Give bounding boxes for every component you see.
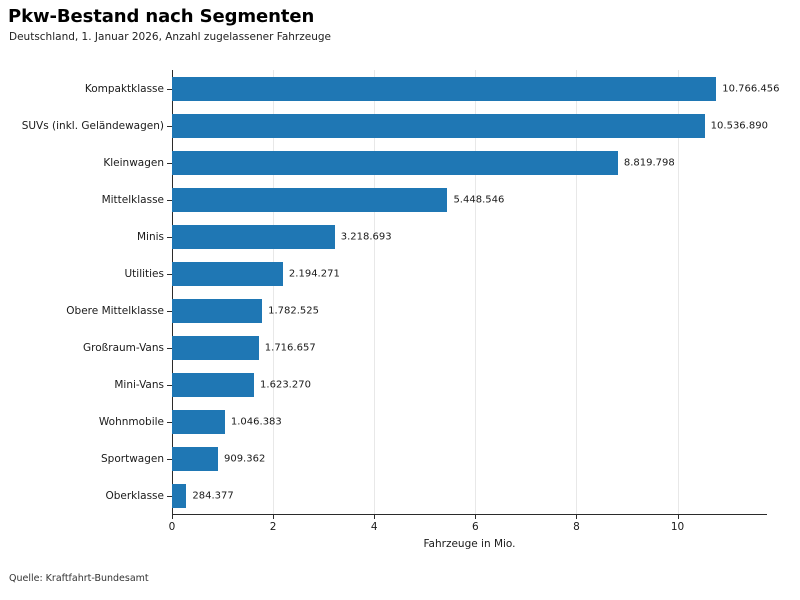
bar[interactable] <box>172 335 259 360</box>
y-tick-mark-8 <box>167 384 172 386</box>
y-tick-label-5: Utilities <box>124 267 164 280</box>
gridline-x-3 <box>475 70 477 514</box>
x-tick-mark-5 <box>677 515 679 519</box>
plot-area <box>172 70 766 514</box>
bar-value-label: 5.448.546 <box>453 194 505 205</box>
gridline-x-2 <box>374 70 376 514</box>
x-tick-label-4: 8 <box>573 521 580 533</box>
y-tick-label-3: Mittelklasse <box>101 193 164 206</box>
y-tick-mark-0 <box>167 88 172 90</box>
y-tick-mark-5 <box>167 273 172 275</box>
y-tick-label-10: Sportwagen <box>101 452 164 465</box>
y-tick-mark-1 <box>167 125 172 127</box>
bar[interactable] <box>172 76 717 101</box>
x-tick-label-2: 4 <box>370 521 378 533</box>
source-note: Quelle: Kraftfahrt-Bundesamt <box>9 573 149 584</box>
bar-value-label: 1.623.270 <box>260 379 311 390</box>
x-tick-mark-0 <box>172 515 173 519</box>
y-tick-mark-11 <box>167 495 172 497</box>
y-tick-mark-3 <box>167 199 172 201</box>
gridline-x-4 <box>576 70 578 514</box>
y-tick-label-7: Großraum-Vans <box>83 341 164 354</box>
bar[interactable] <box>172 409 225 434</box>
bar[interactable] <box>172 187 448 212</box>
bar-value-label: 10.766.456 <box>722 83 780 94</box>
x-axis-label: Fahrzeuge in Mio. <box>423 538 516 550</box>
x-axis-spine <box>172 514 767 515</box>
x-tick-mark-2 <box>374 515 376 519</box>
x-tick-label-3: 6 <box>471 521 479 533</box>
y-tick-mark-9 <box>167 421 172 423</box>
bar-value-label: 1.046.383 <box>230 416 282 427</box>
y-tick-mark-10 <box>167 458 172 460</box>
y-tick-label-1: SUVs (inkl. Geländewagen) <box>21 119 164 132</box>
y-tick-label-11: Oberklasse <box>105 489 164 502</box>
page-title: Pkw-Bestand nach Segmenten <box>8 6 315 27</box>
chart-subtitle: Deutschland, 1. Januar 2026, Anzahl zuge… <box>9 31 331 43</box>
y-tick-label-4: Minis <box>136 230 164 243</box>
y-tick-mark-7 <box>167 347 172 349</box>
x-tick-mark-1 <box>273 515 275 519</box>
bar-value-label: 8.819.798 <box>623 157 675 168</box>
bar[interactable] <box>172 446 218 471</box>
bar[interactable] <box>172 224 335 249</box>
bar-value-label: 909.362 <box>223 453 266 464</box>
y-tick-label-2: Kleinwagen <box>103 156 164 169</box>
y-tick-mark-6 <box>167 310 172 312</box>
y-axis-spine <box>172 70 173 515</box>
y-tick-label-9: Wohnmobile <box>98 415 164 428</box>
bar[interactable] <box>172 483 187 508</box>
x-tick-label-1: 2 <box>269 521 277 533</box>
y-tick-label-6: Obere Mittelklasse <box>66 304 164 317</box>
bar-value-label: 284.377 <box>192 490 234 501</box>
gridline-x-5 <box>677 70 679 514</box>
bar[interactable] <box>172 372 255 397</box>
gridline-x-1 <box>273 70 275 514</box>
y-tick-label-8: Mini-Vans <box>114 378 164 391</box>
bar-value-label: 3.218.693 <box>340 231 392 242</box>
x-tick-label-0: 0 <box>168 521 176 533</box>
x-tick-mark-4 <box>576 515 578 519</box>
bar-value-label: 1.782.525 <box>268 305 320 316</box>
bar-value-label: 1.716.657 <box>264 342 316 353</box>
y-tick-mark-4 <box>167 236 172 238</box>
y-tick-label-0: Kompaktklasse <box>84 82 164 95</box>
bar-value-label: 2.194.271 <box>288 268 340 279</box>
bar[interactable] <box>172 261 283 286</box>
x-tick-label-5: 10 <box>670 521 685 533</box>
bar-value-label: 10.536.890 <box>710 120 768 131</box>
bar[interactable] <box>172 298 263 323</box>
x-tick-mark-3 <box>475 515 477 519</box>
bar[interactable] <box>172 150 618 175</box>
bar[interactable] <box>172 113 705 138</box>
y-tick-mark-2 <box>167 162 172 164</box>
